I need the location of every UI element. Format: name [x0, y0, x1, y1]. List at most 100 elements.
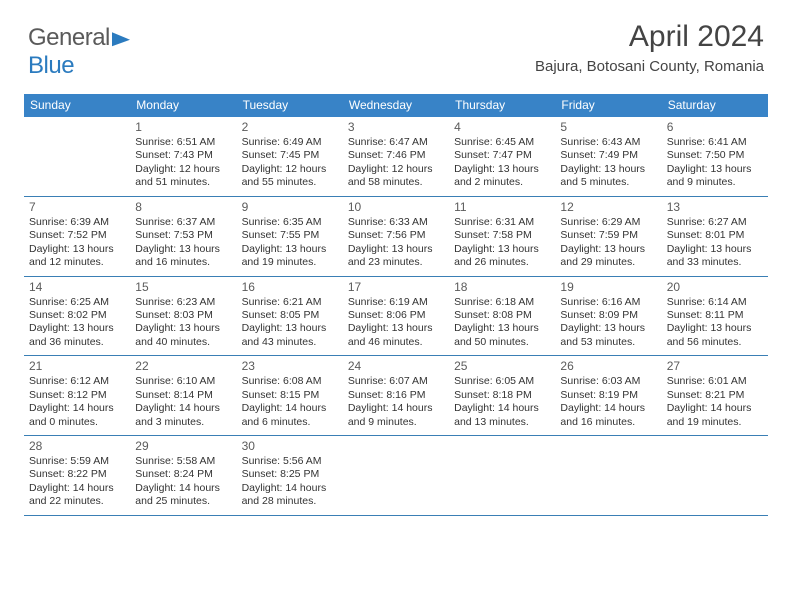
- daylight-line: Daylight: 14 hours: [242, 482, 338, 495]
- day-number: 27: [667, 359, 763, 373]
- day-header: Monday: [130, 94, 236, 117]
- day-header: Tuesday: [237, 94, 343, 117]
- sunrise-line: Sunrise: 6:43 AM: [560, 136, 656, 149]
- daylight-line: Daylight: 14 hours: [29, 402, 125, 415]
- daylight-line: and 46 minutes.: [348, 336, 444, 349]
- sunset-line: Sunset: 7:49 PM: [560, 149, 656, 162]
- daylight-line: Daylight: 13 hours: [242, 322, 338, 335]
- day-number: 25: [454, 359, 550, 373]
- day-number: 3: [348, 120, 444, 134]
- day-number: 6: [667, 120, 763, 134]
- daylight-line: Daylight: 13 hours: [560, 243, 656, 256]
- day-number: 16: [242, 280, 338, 294]
- daylight-line: Daylight: 12 hours: [242, 163, 338, 176]
- day-header: Sunday: [24, 94, 130, 117]
- daylight-line: Daylight: 13 hours: [454, 322, 550, 335]
- daylight-line: Daylight: 14 hours: [667, 402, 763, 415]
- sunrise-line: Sunrise: 6:23 AM: [135, 296, 231, 309]
- day-number: 15: [135, 280, 231, 294]
- day-number: 14: [29, 280, 125, 294]
- title-block: April 2024 Bajura, Botosani County, Roma…: [535, 20, 764, 75]
- sunset-line: Sunset: 8:03 PM: [135, 309, 231, 322]
- daylight-line: Daylight: 13 hours: [667, 243, 763, 256]
- sunrise-line: Sunrise: 5:56 AM: [242, 455, 338, 468]
- day-number: 8: [135, 200, 231, 214]
- daylight-line: and 53 minutes.: [560, 336, 656, 349]
- sunset-line: Sunset: 7:55 PM: [242, 229, 338, 242]
- day-cell: 25Sunrise: 6:05 AMSunset: 8:18 PMDayligh…: [449, 356, 555, 435]
- day-number: 29: [135, 439, 231, 453]
- daylight-line: and 9 minutes.: [348, 416, 444, 429]
- day-number: 4: [454, 120, 550, 134]
- daylight-line: and 28 minutes.: [242, 495, 338, 508]
- sunrise-line: Sunrise: 6:03 AM: [560, 375, 656, 388]
- sunrise-line: Sunrise: 6:45 AM: [454, 136, 550, 149]
- sunset-line: Sunset: 8:25 PM: [242, 468, 338, 481]
- daylight-line: Daylight: 14 hours: [560, 402, 656, 415]
- daylight-line: Daylight: 14 hours: [242, 402, 338, 415]
- week-row: 1Sunrise: 6:51 AMSunset: 7:43 PMDaylight…: [24, 117, 768, 197]
- day-cell: 4Sunrise: 6:45 AMSunset: 7:47 PMDaylight…: [449, 117, 555, 196]
- daylight-line: and 19 minutes.: [242, 256, 338, 269]
- daylight-line: and 43 minutes.: [242, 336, 338, 349]
- day-cell: 1Sunrise: 6:51 AMSunset: 7:43 PMDaylight…: [130, 117, 236, 196]
- daylight-line: Daylight: 13 hours: [454, 163, 550, 176]
- daylight-line: and 5 minutes.: [560, 176, 656, 189]
- sunset-line: Sunset: 8:09 PM: [560, 309, 656, 322]
- day-cell: 29Sunrise: 5:58 AMSunset: 8:24 PMDayligh…: [130, 436, 236, 515]
- daylight-line: Daylight: 13 hours: [135, 322, 231, 335]
- day-cell: 10Sunrise: 6:33 AMSunset: 7:56 PMDayligh…: [343, 197, 449, 276]
- day-cell: 17Sunrise: 6:19 AMSunset: 8:06 PMDayligh…: [343, 277, 449, 356]
- day-header-row: SundayMondayTuesdayWednesdayThursdayFrid…: [24, 94, 768, 117]
- daylight-line: and 3 minutes.: [135, 416, 231, 429]
- daylight-line: and 13 minutes.: [454, 416, 550, 429]
- day-cell: 26Sunrise: 6:03 AMSunset: 8:19 PMDayligh…: [555, 356, 661, 435]
- day-number: 7: [29, 200, 125, 214]
- day-cell-empty: [555, 436, 661, 515]
- day-header: Friday: [555, 94, 661, 117]
- day-number: 17: [348, 280, 444, 294]
- day-cell-empty: [24, 117, 130, 196]
- sunset-line: Sunset: 7:53 PM: [135, 229, 231, 242]
- day-number: 23: [242, 359, 338, 373]
- daylight-line: and 2 minutes.: [454, 176, 550, 189]
- sunset-line: Sunset: 7:59 PM: [560, 229, 656, 242]
- day-cell: 7Sunrise: 6:39 AMSunset: 7:52 PMDaylight…: [24, 197, 130, 276]
- title-month: April 2024: [535, 20, 764, 54]
- daylight-line: and 16 minutes.: [560, 416, 656, 429]
- sunrise-line: Sunrise: 6:33 AM: [348, 216, 444, 229]
- day-cell: 23Sunrise: 6:08 AMSunset: 8:15 PMDayligh…: [237, 356, 343, 435]
- logo: General Blue: [28, 24, 130, 80]
- logo-triangle-icon: [112, 30, 130, 47]
- calendar: SundayMondayTuesdayWednesdayThursdayFrid…: [24, 94, 768, 516]
- daylight-line: Daylight: 13 hours: [348, 322, 444, 335]
- sunset-line: Sunset: 8:15 PM: [242, 389, 338, 402]
- week-row: 14Sunrise: 6:25 AMSunset: 8:02 PMDayligh…: [24, 277, 768, 357]
- sunrise-line: Sunrise: 6:12 AM: [29, 375, 125, 388]
- daylight-line: Daylight: 13 hours: [29, 243, 125, 256]
- sunset-line: Sunset: 8:24 PM: [135, 468, 231, 481]
- sunset-line: Sunset: 8:12 PM: [29, 389, 125, 402]
- daylight-line: and 51 minutes.: [135, 176, 231, 189]
- day-cell: 28Sunrise: 5:59 AMSunset: 8:22 PMDayligh…: [24, 436, 130, 515]
- sunrise-line: Sunrise: 6:35 AM: [242, 216, 338, 229]
- day-number: 18: [454, 280, 550, 294]
- sunset-line: Sunset: 7:50 PM: [667, 149, 763, 162]
- sunset-line: Sunset: 8:16 PM: [348, 389, 444, 402]
- daylight-line: Daylight: 13 hours: [667, 163, 763, 176]
- daylight-line: Daylight: 14 hours: [348, 402, 444, 415]
- sunrise-line: Sunrise: 5:58 AM: [135, 455, 231, 468]
- sunrise-line: Sunrise: 6:14 AM: [667, 296, 763, 309]
- day-cell: 30Sunrise: 5:56 AMSunset: 8:25 PMDayligh…: [237, 436, 343, 515]
- day-cell: 6Sunrise: 6:41 AMSunset: 7:50 PMDaylight…: [662, 117, 768, 196]
- daylight-line: Daylight: 14 hours: [29, 482, 125, 495]
- daylight-line: Daylight: 14 hours: [454, 402, 550, 415]
- day-cell-empty: [449, 436, 555, 515]
- sunset-line: Sunset: 8:14 PM: [135, 389, 231, 402]
- logo-text-blue: Blue: [28, 52, 74, 79]
- daylight-line: and 9 minutes.: [667, 176, 763, 189]
- daylight-line: and 40 minutes.: [135, 336, 231, 349]
- daylight-line: and 16 minutes.: [135, 256, 231, 269]
- day-header: Saturday: [662, 94, 768, 117]
- daylight-line: Daylight: 13 hours: [29, 322, 125, 335]
